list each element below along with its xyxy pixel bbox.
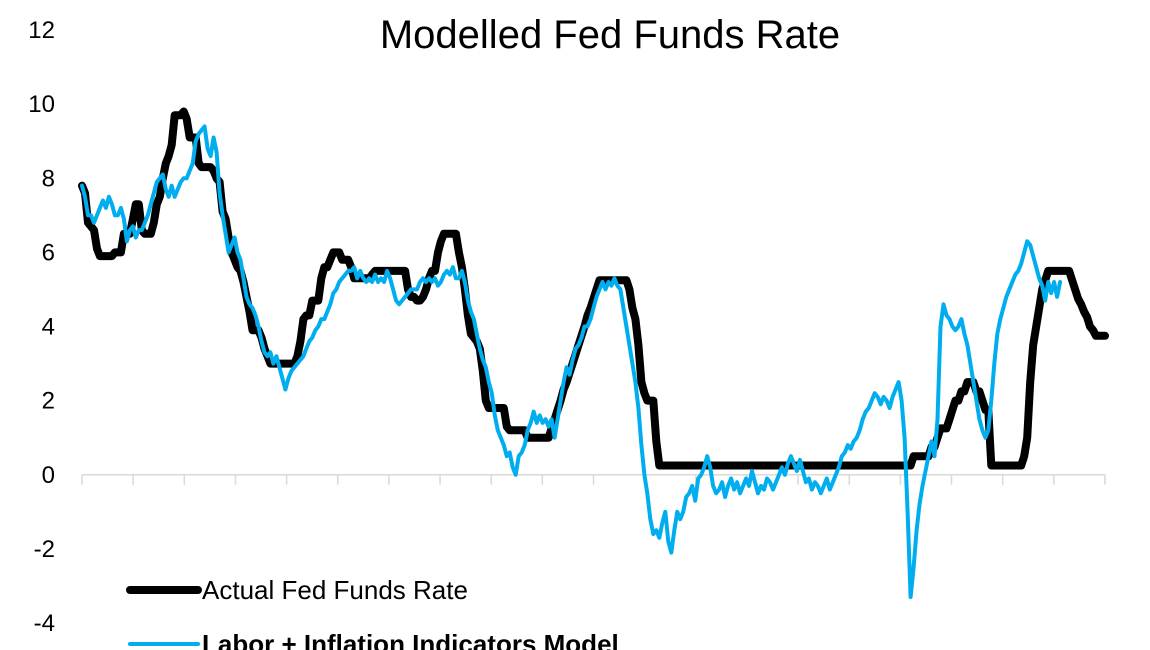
series-layer — [78, 107, 1109, 600]
y-tick-label: -4 — [34, 610, 55, 637]
y-tick-label: 6 — [42, 239, 55, 266]
legend-label-actual: Actual Fed Funds Rate — [202, 575, 468, 605]
legend: Actual Fed Funds Rate Labor + Inflation … — [126, 575, 619, 650]
y-tick-label: 10 — [28, 91, 55, 118]
y-tick-label: 4 — [42, 314, 55, 341]
y-tick-label: 2 — [42, 388, 55, 415]
y-tick-label: 12 — [28, 17, 55, 44]
series-line-actual-fed-funds — [78, 107, 1109, 470]
y-tick-label: 8 — [42, 165, 55, 192]
chart-title: Modelled Fed Funds Rate — [380, 13, 840, 57]
legend-label-model: Labor + Inflation Indicators Model — [202, 629, 619, 650]
y-tick-label: 0 — [42, 462, 55, 489]
series-line-model — [80, 124, 1063, 600]
y-axis-ticks: 12 10 8 6 4 2 0 -2 -4 — [28, 17, 55, 637]
y-tick-label: -2 — [34, 536, 55, 563]
x-axis — [81, 474, 1106, 485]
